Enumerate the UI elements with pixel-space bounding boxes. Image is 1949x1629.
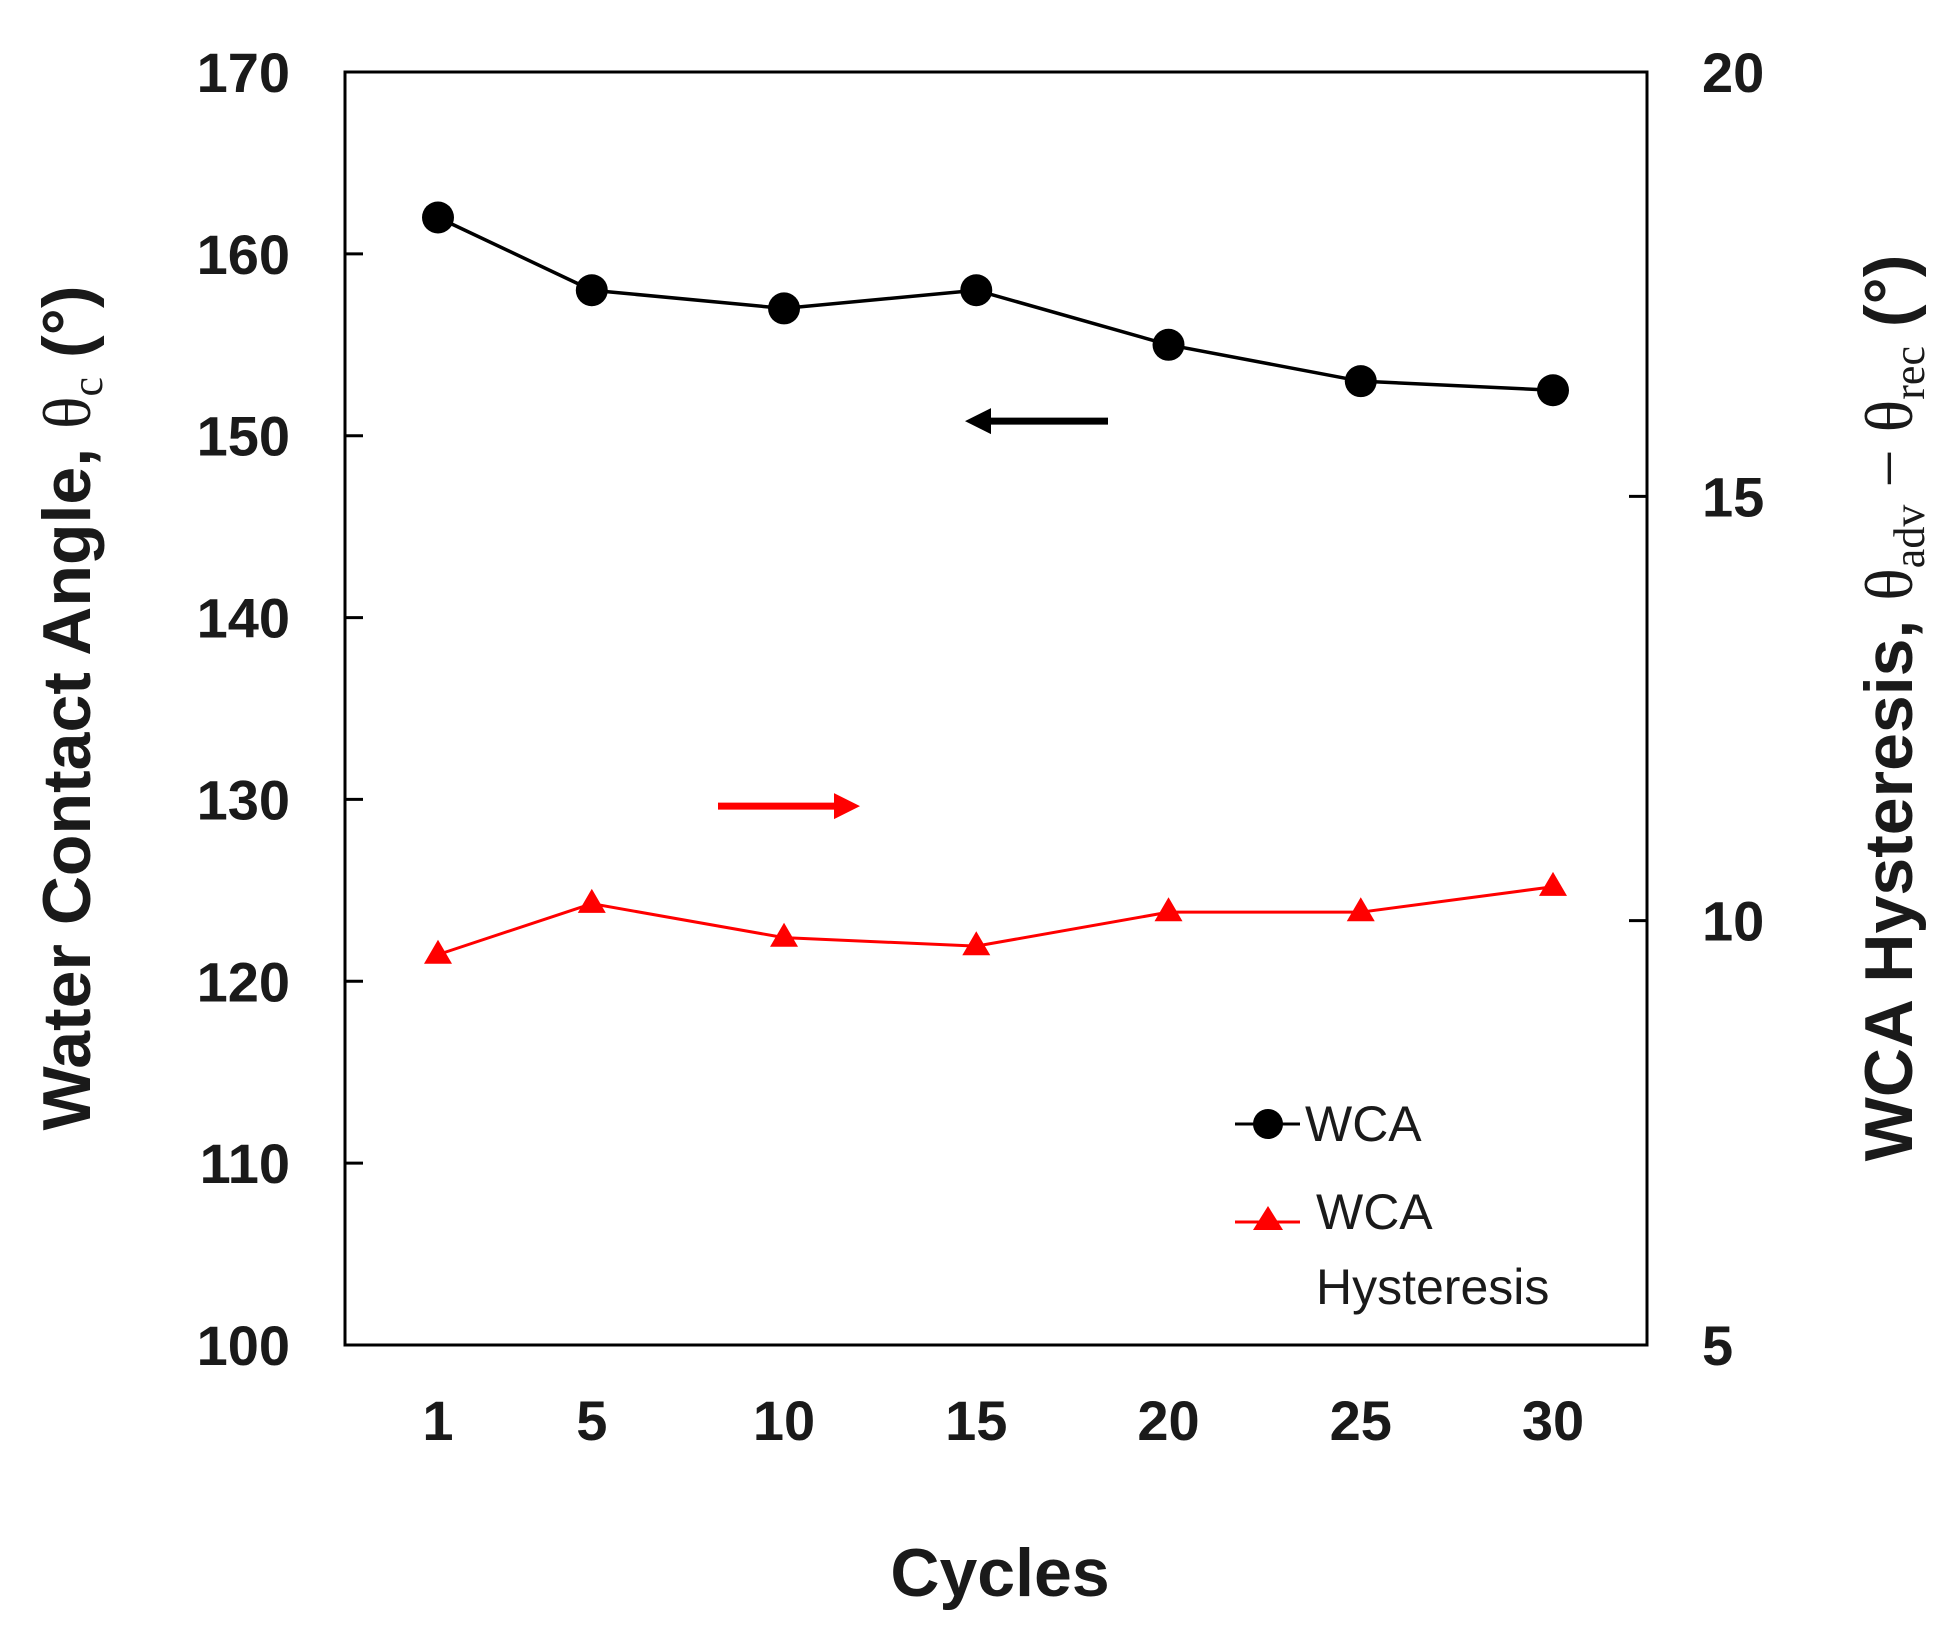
series-wca [422, 201, 1569, 407]
left-axis-title-theta: θ [29, 396, 105, 429]
left-tick-label: 100 [197, 1314, 290, 1377]
right-axis-ticks: 5 10 15 20 [1629, 41, 1764, 1377]
data-point-wca [1344, 365, 1377, 398]
legend-entry-wca-hysteresis: WCA Hysteresis [1235, 1184, 1549, 1315]
left-tick-label: 170 [197, 41, 290, 104]
left-tick-label: 150 [197, 405, 290, 468]
data-point-wca-hysteresis [424, 939, 452, 964]
x-tick-label: 20 [1137, 1389, 1199, 1452]
data-point-wca [575, 274, 608, 307]
legend-label-wca-hysteresis-line1: WCA [1316, 1184, 1433, 1240]
legend-label-wca-hysteresis-line2: Hysteresis [1316, 1259, 1549, 1315]
data-point-wca [960, 274, 993, 307]
legend-label-wca: WCA [1305, 1096, 1422, 1152]
series-wca-hysteresis [424, 871, 1567, 964]
right-axis-title-unit: (°) [1851, 255, 1927, 346]
left-axis-title: Water Contact Angle, θc (°) [29, 286, 112, 1131]
left-tick-label: 110 [200, 1132, 290, 1195]
left-axis-title-text: Water Contact Angle, [29, 429, 105, 1130]
right-tick-label: 10 [1702, 890, 1764, 953]
plot-frame [343, 70, 1649, 1347]
left-tick-label: 160 [197, 223, 290, 286]
data-point-wca [422, 201, 454, 234]
series-layer [422, 201, 1569, 964]
data-point-wca-hysteresis [770, 922, 799, 947]
data-point-wca-hysteresis [1154, 897, 1183, 922]
right-tick-label: 5 [1702, 1314, 1733, 1377]
series-line-wca-hysteresis [437, 885, 1554, 957]
right-tick-label: 20 [1702, 41, 1764, 104]
x-tick-label: 1 [422, 1389, 453, 1452]
right-axis-title: WCA Hysteresis, θadv − θrec (°) [1851, 255, 1934, 1162]
right-axis-title-text: WCA Hysteresis, [1851, 601, 1927, 1162]
right-axis-title-subscript-rec: rec [1885, 346, 1934, 400]
data-point-wca [1152, 328, 1185, 361]
legend-entry-wca: WCA [1235, 1096, 1422, 1152]
x-axis-title: Cycles [890, 1535, 1109, 1611]
left-axis-arrow-head [965, 408, 991, 435]
right-axis-title-minus: − [1851, 432, 1927, 504]
annotation-layer [718, 408, 1108, 820]
left-axis-title-subscript: c [63, 377, 112, 397]
legend-marker-wca-hysteresis [1253, 1206, 1283, 1230]
x-tick-label: 30 [1522, 1389, 1584, 1452]
legend: WCA WCA Hysteresis [1235, 1096, 1549, 1315]
x-tick-label: 10 [753, 1389, 815, 1452]
data-point-wca-hysteresis [577, 888, 606, 913]
right-axis-title-theta-adv: θ [1851, 568, 1927, 601]
data-point-wca [1537, 374, 1569, 407]
x-tick-label: 25 [1330, 1389, 1392, 1452]
data-point-wca [768, 292, 801, 325]
left-tick-label: 120 [197, 950, 290, 1013]
data-point-wca-hysteresis [1346, 897, 1375, 922]
legend-marker-wca [1253, 1109, 1283, 1139]
left-axis-title-unit: (°) [29, 286, 105, 377]
left-tick-label: 140 [197, 587, 290, 650]
data-point-wca-hysteresis [1539, 871, 1567, 896]
left-axis-arrow [965, 408, 1108, 435]
left-axis-ticks: 100 110 120 130 140 150 160 170 [197, 41, 363, 1377]
x-tick-label: 5 [576, 1389, 607, 1452]
x-tick-label: 15 [945, 1389, 1007, 1452]
right-tick-label: 15 [1702, 465, 1764, 528]
right-axis-title-theta-rec: θ [1851, 400, 1927, 433]
data-point-wca-hysteresis [962, 931, 991, 956]
right-axis-arrow [718, 793, 860, 820]
left-tick-label: 130 [197, 768, 290, 831]
right-axis-title-subscript-adv: adv [1885, 505, 1934, 569]
series-line-wca [437, 215, 1554, 392]
x-axis-ticks: 1 5 10 15 20 25 30 [422, 1389, 1584, 1452]
right-axis-arrow-head [834, 793, 860, 820]
